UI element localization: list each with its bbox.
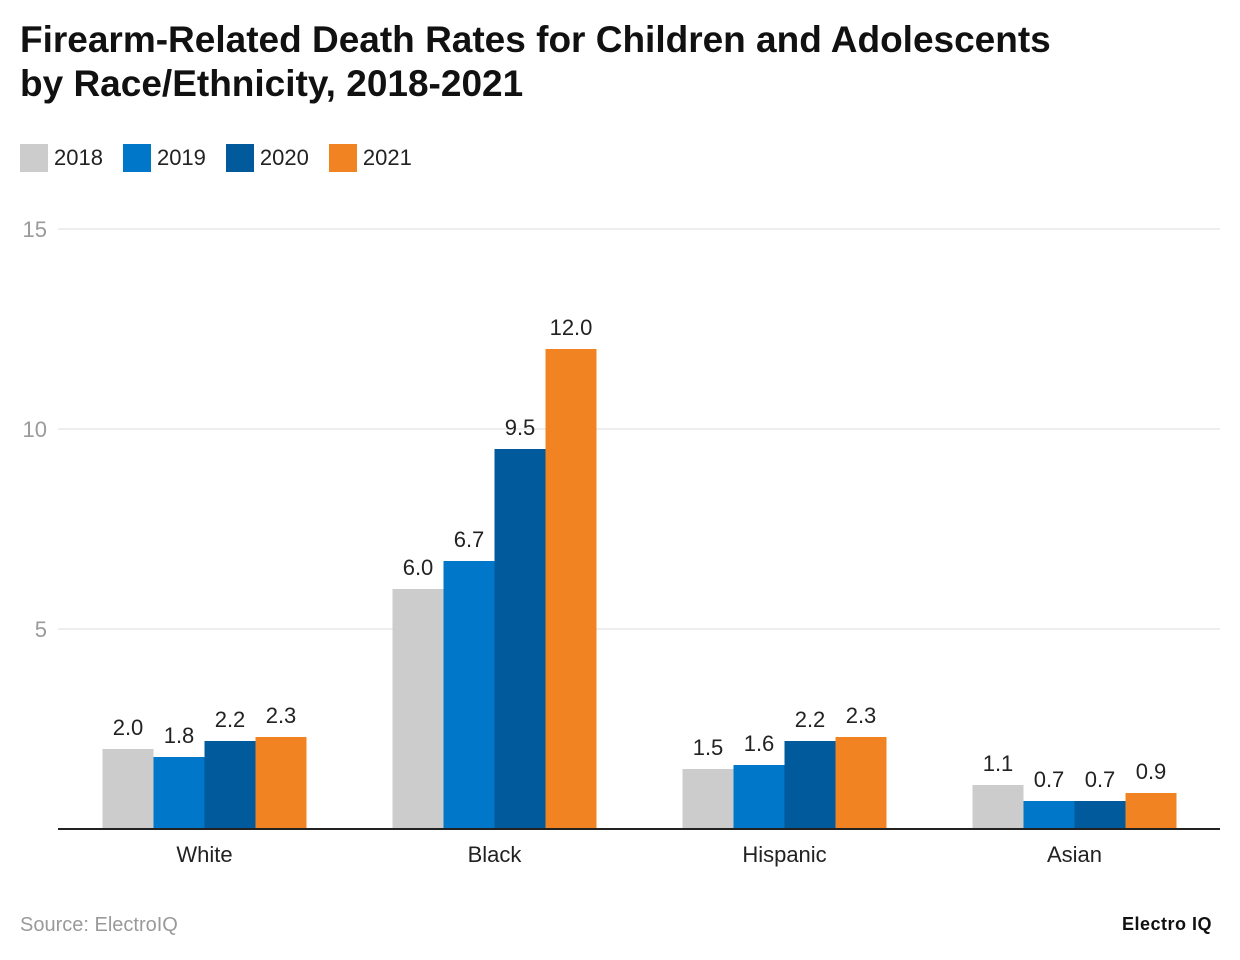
data-label-black-2019: 6.7 [454, 527, 485, 552]
data-label-asian-2019: 0.7 [1034, 767, 1065, 792]
legend-item-2021: 2021 [328, 144, 412, 172]
bar-hispanic-2021 [835, 737, 887, 829]
data-label-hispanic-2021: 2.3 [846, 703, 877, 728]
y-tick-label-15: 15 [23, 217, 47, 242]
bar-hispanic-2020 [784, 741, 836, 829]
data-label-black-2021: 12.0 [550, 315, 593, 340]
data-label-white-2020: 2.2 [215, 707, 246, 732]
data-label-hispanic-2020: 2.2 [795, 707, 826, 732]
source-note: Source: ElectroIQ [20, 914, 178, 936]
legend-swatch-2019 [122, 144, 151, 172]
data-label-black-2018: 6.0 [403, 555, 434, 580]
legend-label-2020: 2020 [259, 145, 309, 170]
chart-title-line-2: by Race/Ethnicity, 2018-2021 [20, 63, 524, 104]
bar-white-2021 [255, 737, 307, 829]
data-label-white-2018: 2.0 [113, 715, 144, 740]
bar-asian-2020 [1074, 801, 1126, 829]
data-label-hispanic-2019: 1.6 [744, 731, 775, 756]
data-label-hispanic-2018: 1.5 [693, 735, 724, 760]
bar-black-2021 [545, 349, 597, 829]
legend-swatch-2018 [20, 144, 48, 172]
bar-white-2019 [153, 757, 205, 829]
bar-white-2018 [102, 749, 154, 829]
bar-chart: 5 10 15 2.0 1.8 2.2 2.3 White 6.0 6.7 9.5 12.0 Black… [23, 217, 1220, 867]
legend: 2018 2019 2020 2021 [20, 143, 432, 173]
bar-black-2018 [392, 589, 444, 829]
data-label-white-2021: 2.3 [266, 703, 297, 728]
brand-logo: Electro IQ [1121, 914, 1212, 934]
data-label-white-2019: 1.8 [164, 723, 195, 748]
bar-black-2019 [443, 561, 495, 829]
legend-label-2019: 2019 [156, 145, 206, 170]
data-label-asian-2021: 0.9 [1136, 759, 1167, 784]
y-tick-label-5: 5 [35, 617, 47, 642]
x-tick-label-black: Black [468, 842, 523, 867]
bar-asian-2019 [1023, 801, 1075, 829]
legend-item-2018: 2018 [20, 144, 103, 172]
data-label-asian-2020: 0.7 [1085, 767, 1116, 792]
bar-hispanic-2018 [682, 769, 734, 829]
legend-swatch-2021 [328, 144, 357, 172]
data-label-black-2020: 9.5 [505, 415, 536, 440]
chart-title: Firearm-Related Death Rates for Children… [20, 18, 1220, 106]
bar-asian-2021 [1125, 793, 1177, 829]
bar-asian-2018 [972, 785, 1024, 829]
legend-label-2021: 2021 [362, 145, 412, 170]
x-tick-label-white: White [176, 842, 232, 867]
legend-item-2020: 2020 [225, 144, 309, 172]
legend-item-2019: 2019 [122, 144, 206, 172]
bar-black-2020 [494, 449, 546, 829]
data-label-asian-2018: 1.1 [983, 751, 1014, 776]
y-tick-label-10: 10 [23, 417, 47, 442]
bar-hispanic-2019 [733, 765, 785, 829]
x-tick-label-asian: Asian [1047, 842, 1102, 867]
legend-label-2018: 2018 [54, 145, 103, 170]
legend-swatch-2020 [225, 144, 254, 172]
x-tick-label-hispanic: Hispanic [742, 842, 826, 867]
bar-white-2020 [204, 741, 256, 829]
chart-title-line-1: Firearm-Related Death Rates for Children… [20, 19, 1051, 60]
